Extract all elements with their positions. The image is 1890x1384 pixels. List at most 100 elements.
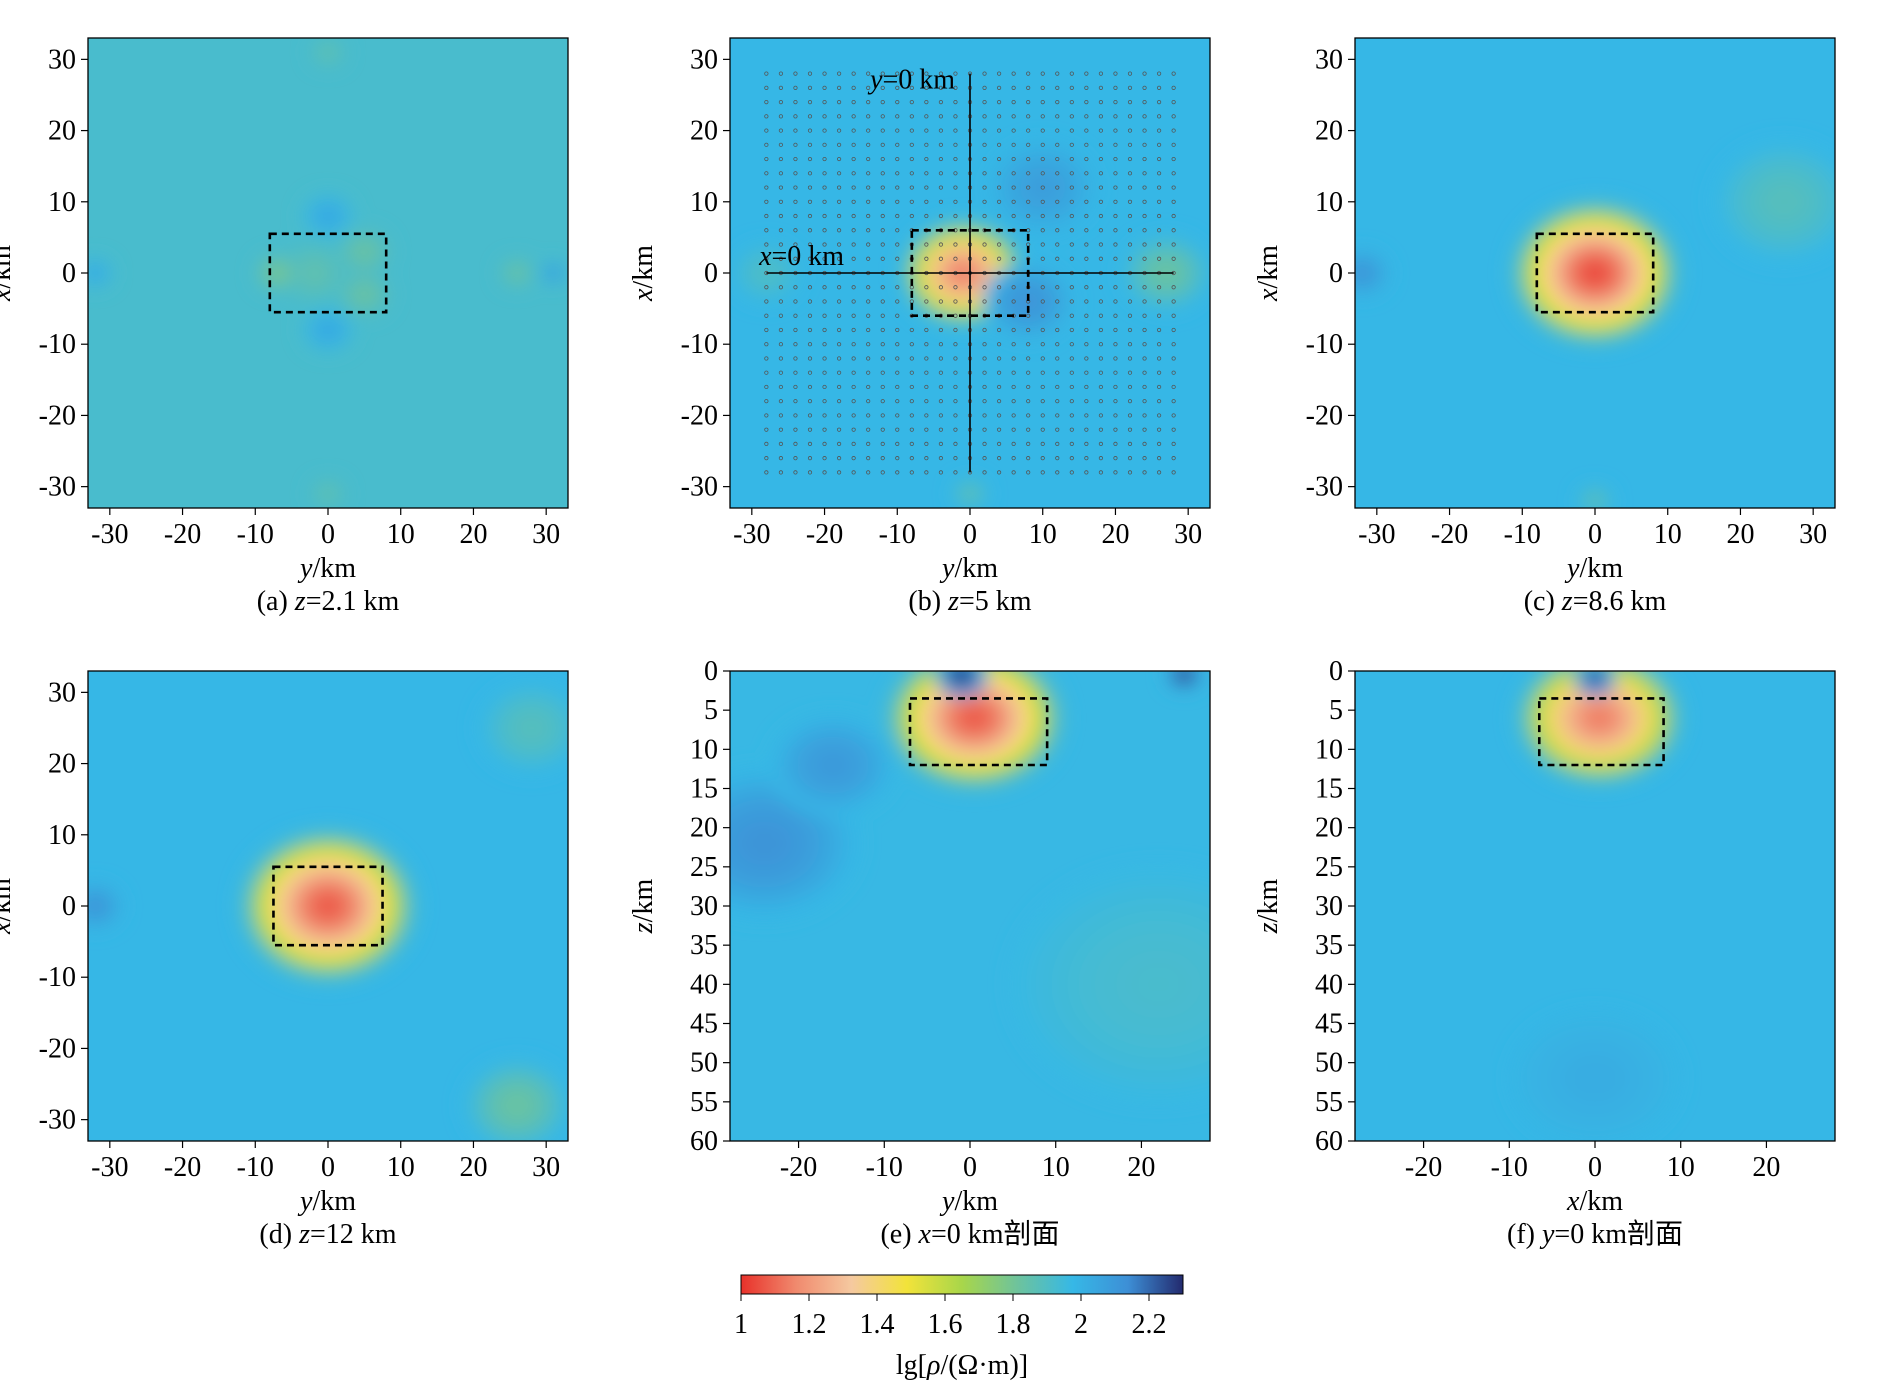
- station-point: [866, 313, 871, 318]
- station-point: [793, 285, 798, 290]
- x-tick-label: 10: [1667, 1152, 1695, 1183]
- station-point: [1011, 213, 1016, 219]
- station-point: [924, 185, 929, 190]
- heatmap-feature: [1021, 295, 1035, 308]
- station-point: [938, 456, 944, 461]
- station-point: [996, 199, 1002, 204]
- x-tick-label: -10: [1491, 1152, 1528, 1183]
- station-point: [1171, 242, 1176, 247]
- station-point: [866, 71, 871, 76]
- station-point: [1156, 441, 1162, 447]
- y-tick-label: 20: [48, 116, 76, 147]
- station-point: [1156, 242, 1162, 247]
- panel-c: -30 -20 -10 0 10 20 30 -30 -20 -10 0 10 20 30 y/km x/km…: [1253, 37, 1836, 617]
- station-point: [778, 256, 784, 261]
- y-tick-label: 10: [1315, 187, 1343, 218]
- station-point: [982, 185, 987, 190]
- anomaly-boundary: [908, 697, 1049, 767]
- station-point: [866, 342, 871, 347]
- station-point: [1113, 85, 1118, 90]
- station-point: [1113, 171, 1118, 176]
- station-point: [807, 342, 813, 347]
- station-point: [1026, 470, 1031, 475]
- x-tick-label: -10: [879, 519, 916, 550]
- station-point: [938, 156, 944, 162]
- heatmap-feature: [1034, 180, 1051, 195]
- y-tick-label: -10: [1306, 329, 1343, 360]
- station-point: [1069, 185, 1074, 190]
- station-point: [866, 413, 871, 418]
- station-point: [895, 99, 900, 105]
- station-point: [764, 128, 769, 133]
- station-point: [880, 285, 885, 290]
- profile-label-y0: y=0 km: [867, 65, 955, 96]
- station-point: [764, 256, 769, 261]
- x-tick-label: -20: [164, 519, 201, 550]
- station-point: [938, 384, 944, 390]
- station-point: [996, 441, 1002, 447]
- station-point: [866, 156, 871, 162]
- station-point: [1069, 356, 1074, 361]
- station-point: [822, 228, 827, 233]
- station-point: [866, 228, 871, 233]
- station-point: [1113, 242, 1118, 247]
- station-point: [1069, 171, 1074, 176]
- station-point: [778, 199, 784, 204]
- y-tick-label: 0: [1329, 258, 1343, 289]
- x-tick-label: 10: [387, 1152, 415, 1183]
- heatmap-feature: [315, 894, 341, 918]
- station-point: [1040, 427, 1045, 432]
- station-point: [880, 313, 885, 318]
- station-point: [1069, 142, 1074, 147]
- heatmap: [1355, 38, 1835, 508]
- station-point: [982, 384, 987, 390]
- station-point: [895, 199, 900, 204]
- station-point: [807, 399, 813, 404]
- panel-caption: (e) x=0 km剖面: [880, 1218, 1059, 1250]
- station-point: [807, 114, 813, 119]
- y-tick-label: 30: [690, 44, 718, 75]
- station-point: [880, 99, 885, 105]
- station-point: [1055, 256, 1060, 261]
- station-point: [1055, 199, 1060, 204]
- station-point: [1084, 114, 1089, 119]
- station-point: [1040, 313, 1045, 318]
- colorbar: 1 1.2 1.4 1.6 1.8 2 2.2 lg[ρ/(Ω·m)]: [734, 1274, 1184, 1381]
- y-tick-label: 20: [1315, 813, 1343, 844]
- station-point: [851, 228, 856, 233]
- station-point: [1011, 370, 1016, 375]
- station-point: [1098, 356, 1104, 361]
- x-tick-label: 20: [1726, 519, 1754, 550]
- station-point: [1142, 71, 1147, 76]
- station-point: [1084, 213, 1089, 219]
- station-point: [1084, 156, 1089, 162]
- station-point: [909, 114, 914, 119]
- station-point: [1011, 399, 1016, 404]
- station-point: [953, 327, 958, 333]
- x-tick-label: -20: [1431, 519, 1468, 550]
- x-axis: -30 -20 -10 0 10 20 30: [1358, 508, 1827, 550]
- station-point: [1171, 185, 1176, 190]
- station-point: [1069, 156, 1074, 162]
- y-tick-label: 25: [690, 852, 718, 883]
- station-point: [836, 384, 842, 390]
- station-point: [1011, 142, 1016, 147]
- profile-label-x0: x=0 km: [758, 241, 844, 272]
- station-point: [866, 256, 871, 261]
- station-point: [909, 185, 914, 190]
- station-point: [1098, 256, 1104, 261]
- station-point: [1084, 128, 1089, 133]
- station-point: [1098, 85, 1104, 90]
- station-point: [1011, 427, 1016, 432]
- station-point: [851, 285, 856, 290]
- station-point: [1026, 85, 1031, 90]
- station-point: [1127, 441, 1133, 447]
- station-point: [822, 427, 827, 432]
- station-point: [1113, 256, 1118, 261]
- station-point: [1142, 199, 1147, 204]
- station-point: [1127, 299, 1133, 304]
- station-point: [982, 256, 987, 261]
- station-point: [793, 327, 798, 333]
- station-point: [778, 441, 784, 447]
- station-point: [822, 285, 827, 290]
